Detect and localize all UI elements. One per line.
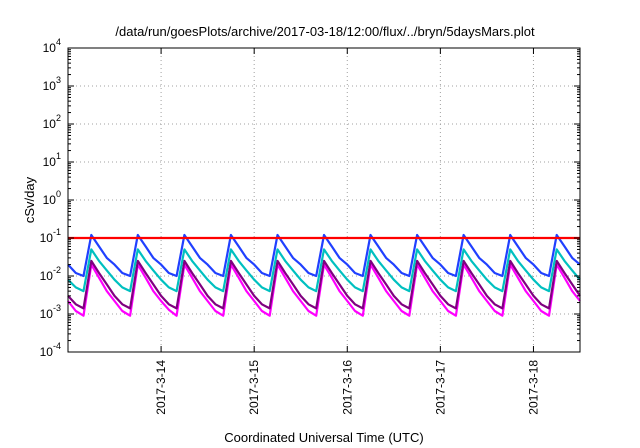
y-tick-label: 100: [43, 189, 61, 207]
ticks: 10-4 10-3 10-2 10-1 100 101 102 103 104 2017-3-14…: [40, 37, 580, 415]
series-line-2: [67, 259, 581, 310]
y-tick-label: 10-2: [40, 265, 61, 283]
y-tick-label: 10-1: [40, 227, 61, 245]
x-tick-label: 2017-3-15: [247, 360, 261, 415]
x-tick-label: 2017-3-16: [340, 360, 354, 415]
series-layer: [67, 233, 581, 317]
x-tick-label: 2017-3-18: [526, 360, 540, 415]
x-tick-label: 2017-3-14: [154, 360, 168, 415]
y-tick-label: 10-4: [40, 341, 61, 359]
y-tick-label: 103: [43, 75, 61, 93]
plot-frame: [67, 47, 581, 353]
series-line-4: [67, 233, 581, 278]
y-tick-label: 104: [43, 37, 61, 55]
y-tick-label: 10-3: [40, 303, 61, 321]
y-axis-label: cSv/day: [22, 176, 37, 223]
x-tick-label: 2017-3-17: [433, 360, 447, 415]
y-tick-label: 101: [43, 151, 61, 169]
series-line-3: [67, 248, 581, 293]
y-tick-label: 102: [43, 113, 61, 131]
chart-title: /data/run/goesPlots/archive/2017-03-18/1…: [115, 24, 535, 39]
x-axis-label: Coordinated Universal Time (UTC): [224, 430, 423, 445]
